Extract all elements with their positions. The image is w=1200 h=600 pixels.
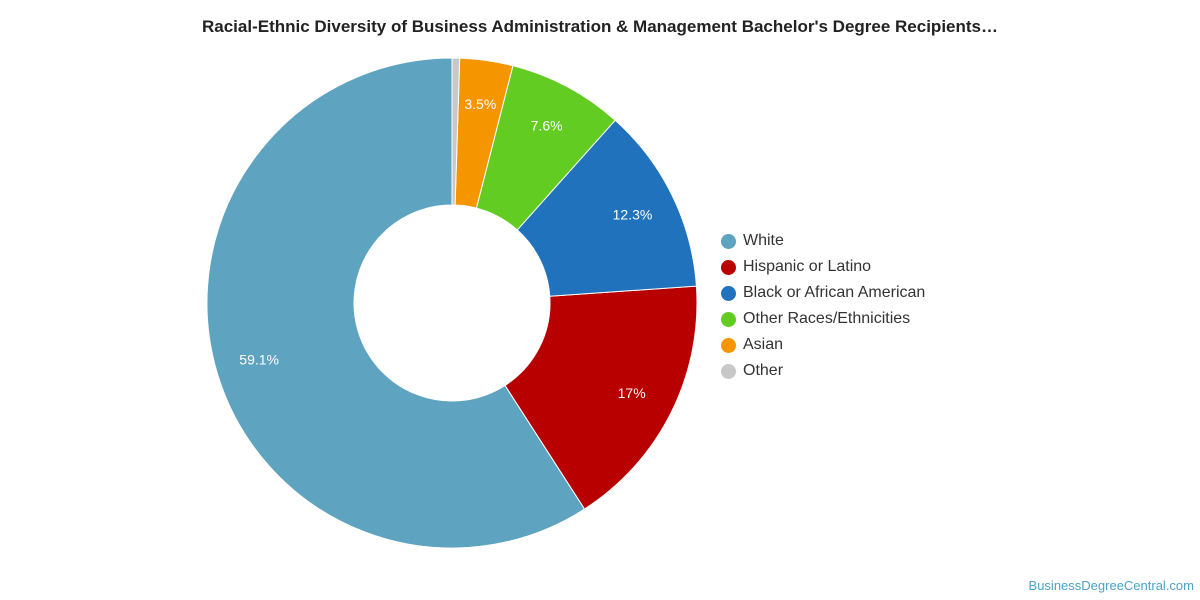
- legend-swatch-icon: [721, 337, 736, 353]
- legend-item[interactable]: Other Races/Ethnicities: [721, 306, 925, 332]
- slice-black-or-african-american[interactable]: [516, 119, 697, 297]
- legend-swatch-icon: [721, 311, 736, 327]
- chart-legend: White Hispanic or Latino Black or African …: [721, 228, 925, 384]
- chart-title: Racial-Ethnic Diversity of Business Admi…: [201, 17, 998, 36]
- slice-label: 17%: [618, 385, 646, 401]
- legend-swatch-icon: [721, 363, 736, 379]
- legend-label: Hispanic or Latino: [743, 258, 872, 275]
- slice-hispanic-or-latino[interactable]: [504, 285, 698, 510]
- slice-label: 59.1%: [239, 352, 279, 368]
- legend-label: White: [743, 232, 784, 249]
- legend-item[interactable]: Hispanic or Latino: [721, 254, 925, 280]
- legend-swatch-icon: [721, 285, 736, 301]
- slice-other[interactable]: [451, 57, 461, 206]
- legend-item[interactable]: Asian: [721, 332, 925, 358]
- legend-swatch-icon: [721, 259, 736, 275]
- legend-item[interactable]: Other: [721, 358, 925, 384]
- legend-label: Asian: [743, 336, 784, 353]
- legend-item[interactable]: Black or African American: [721, 280, 925, 306]
- slice-white[interactable]: [206, 57, 586, 549]
- legend-item[interactable]: White: [721, 228, 925, 254]
- legend-label: Other Races/Ethnicities: [743, 310, 911, 327]
- slice-label: 12.3%: [613, 207, 653, 223]
- source-credit[interactable]: BusinessDegreeCentral.com: [1028, 578, 1194, 593]
- legend-swatch-icon: [721, 233, 736, 249]
- slice-label: 7.6%: [531, 118, 563, 134]
- legend-label: Other: [743, 362, 784, 379]
- slice-label: 3.5%: [464, 96, 496, 112]
- legend-label: Black or African American: [743, 284, 926, 301]
